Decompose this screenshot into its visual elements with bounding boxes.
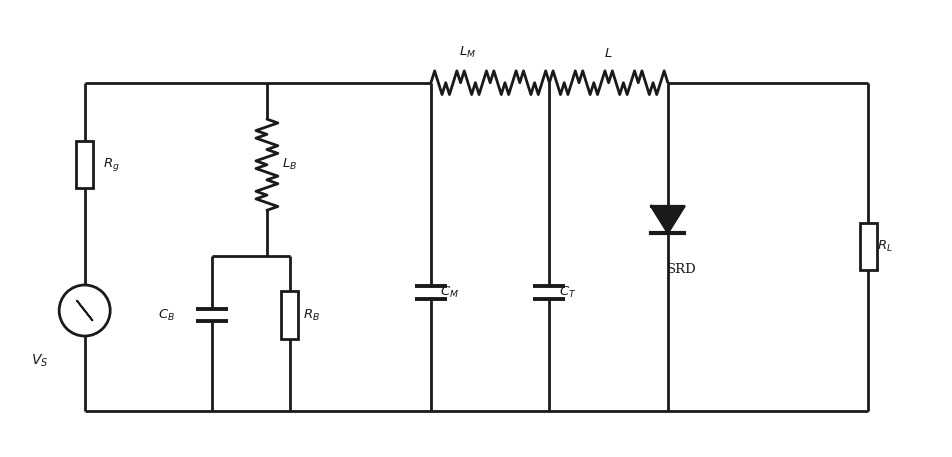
Text: $L$: $L$ <box>604 47 612 60</box>
Text: $R_L$: $R_L$ <box>877 239 892 254</box>
Text: $R_B$: $R_B$ <box>303 308 320 323</box>
Text: $L_B$: $L_B$ <box>282 157 297 172</box>
Text: $R_g$: $R_g$ <box>103 156 120 173</box>
Bar <box>76 141 92 188</box>
Text: $L_M$: $L_M$ <box>458 45 475 60</box>
Text: SRD: SRD <box>666 263 696 276</box>
Polygon shape <box>651 206 684 233</box>
Text: $V_S$: $V_S$ <box>30 352 49 369</box>
Bar <box>860 223 876 271</box>
Text: $C_B$: $C_B$ <box>157 308 174 323</box>
Circle shape <box>59 285 110 336</box>
Text: $C_T$: $C_T$ <box>558 285 575 300</box>
Text: $C_M$: $C_M$ <box>440 285 459 300</box>
Bar <box>281 292 298 339</box>
